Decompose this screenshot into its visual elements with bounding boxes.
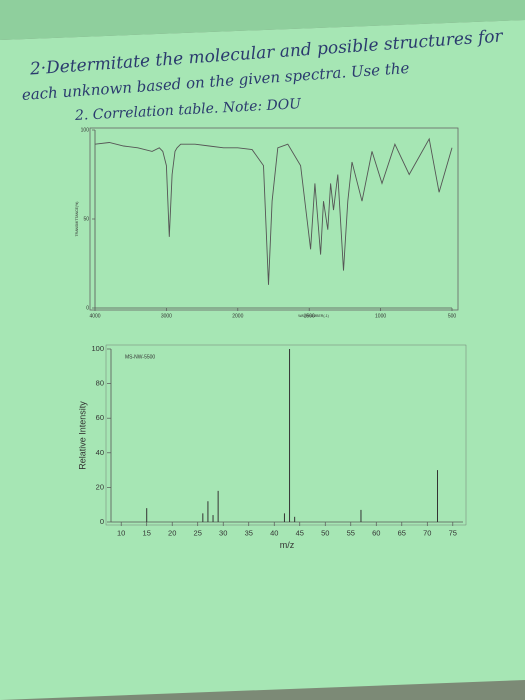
y-tick-label: 60 bbox=[96, 413, 104, 422]
y-tick-label: 50 bbox=[83, 216, 89, 222]
y-axis-label: TRANSMITTANCE(%) bbox=[75, 202, 79, 237]
x-tick-label: 500 bbox=[448, 313, 457, 319]
x-tick-label: 1500 bbox=[304, 313, 315, 319]
x-tick-label: 75 bbox=[449, 528, 457, 537]
y-tick-label: 0 bbox=[100, 517, 104, 526]
ms-frame bbox=[105, 344, 467, 526]
y-tick-label: 80 bbox=[96, 379, 104, 388]
spectrum-line bbox=[94, 137, 453, 285]
x-tick-label: 25 bbox=[194, 528, 202, 537]
x-axis-label: m/z bbox=[280, 540, 295, 550]
x-tick-label: 2000 bbox=[232, 313, 243, 319]
ir-frame bbox=[89, 127, 459, 311]
x-tick-label: 4000 bbox=[89, 313, 100, 319]
x-tick-label: 60 bbox=[372, 528, 380, 537]
x-tick-label: 10 bbox=[117, 528, 125, 537]
x-tick-label: 50 bbox=[321, 528, 329, 537]
y-tick-label: 0 bbox=[86, 305, 89, 311]
chart-label: MS-NW-5500 bbox=[125, 354, 155, 360]
y-tick-label: 20 bbox=[96, 482, 104, 491]
x-tick-label: 15 bbox=[143, 528, 151, 537]
y-tick-label: 40 bbox=[96, 448, 104, 457]
x-tick-label: 30 bbox=[219, 528, 227, 537]
paper-top bbox=[0, 0, 525, 40]
y-axis-label: Relative Intensity bbox=[77, 401, 87, 470]
x-tick-label: 70 bbox=[423, 528, 431, 537]
paper-sheet bbox=[0, 20, 525, 700]
y-tick-label: 100 bbox=[91, 344, 104, 353]
y-tick-label: 100 bbox=[81, 127, 90, 133]
x-tick-label: 1000 bbox=[375, 313, 386, 319]
x-tick-label: 3000 bbox=[161, 313, 172, 319]
x-tick-label: 45 bbox=[296, 528, 304, 537]
x-tick-label: 20 bbox=[168, 528, 176, 537]
x-tick-label: 35 bbox=[245, 528, 253, 537]
x-tick-label: 55 bbox=[347, 528, 355, 537]
x-axis-label: WAVENUMBER(-1) bbox=[298, 314, 329, 318]
x-tick-label: 40 bbox=[270, 528, 278, 537]
x-tick-label: 65 bbox=[398, 528, 406, 537]
